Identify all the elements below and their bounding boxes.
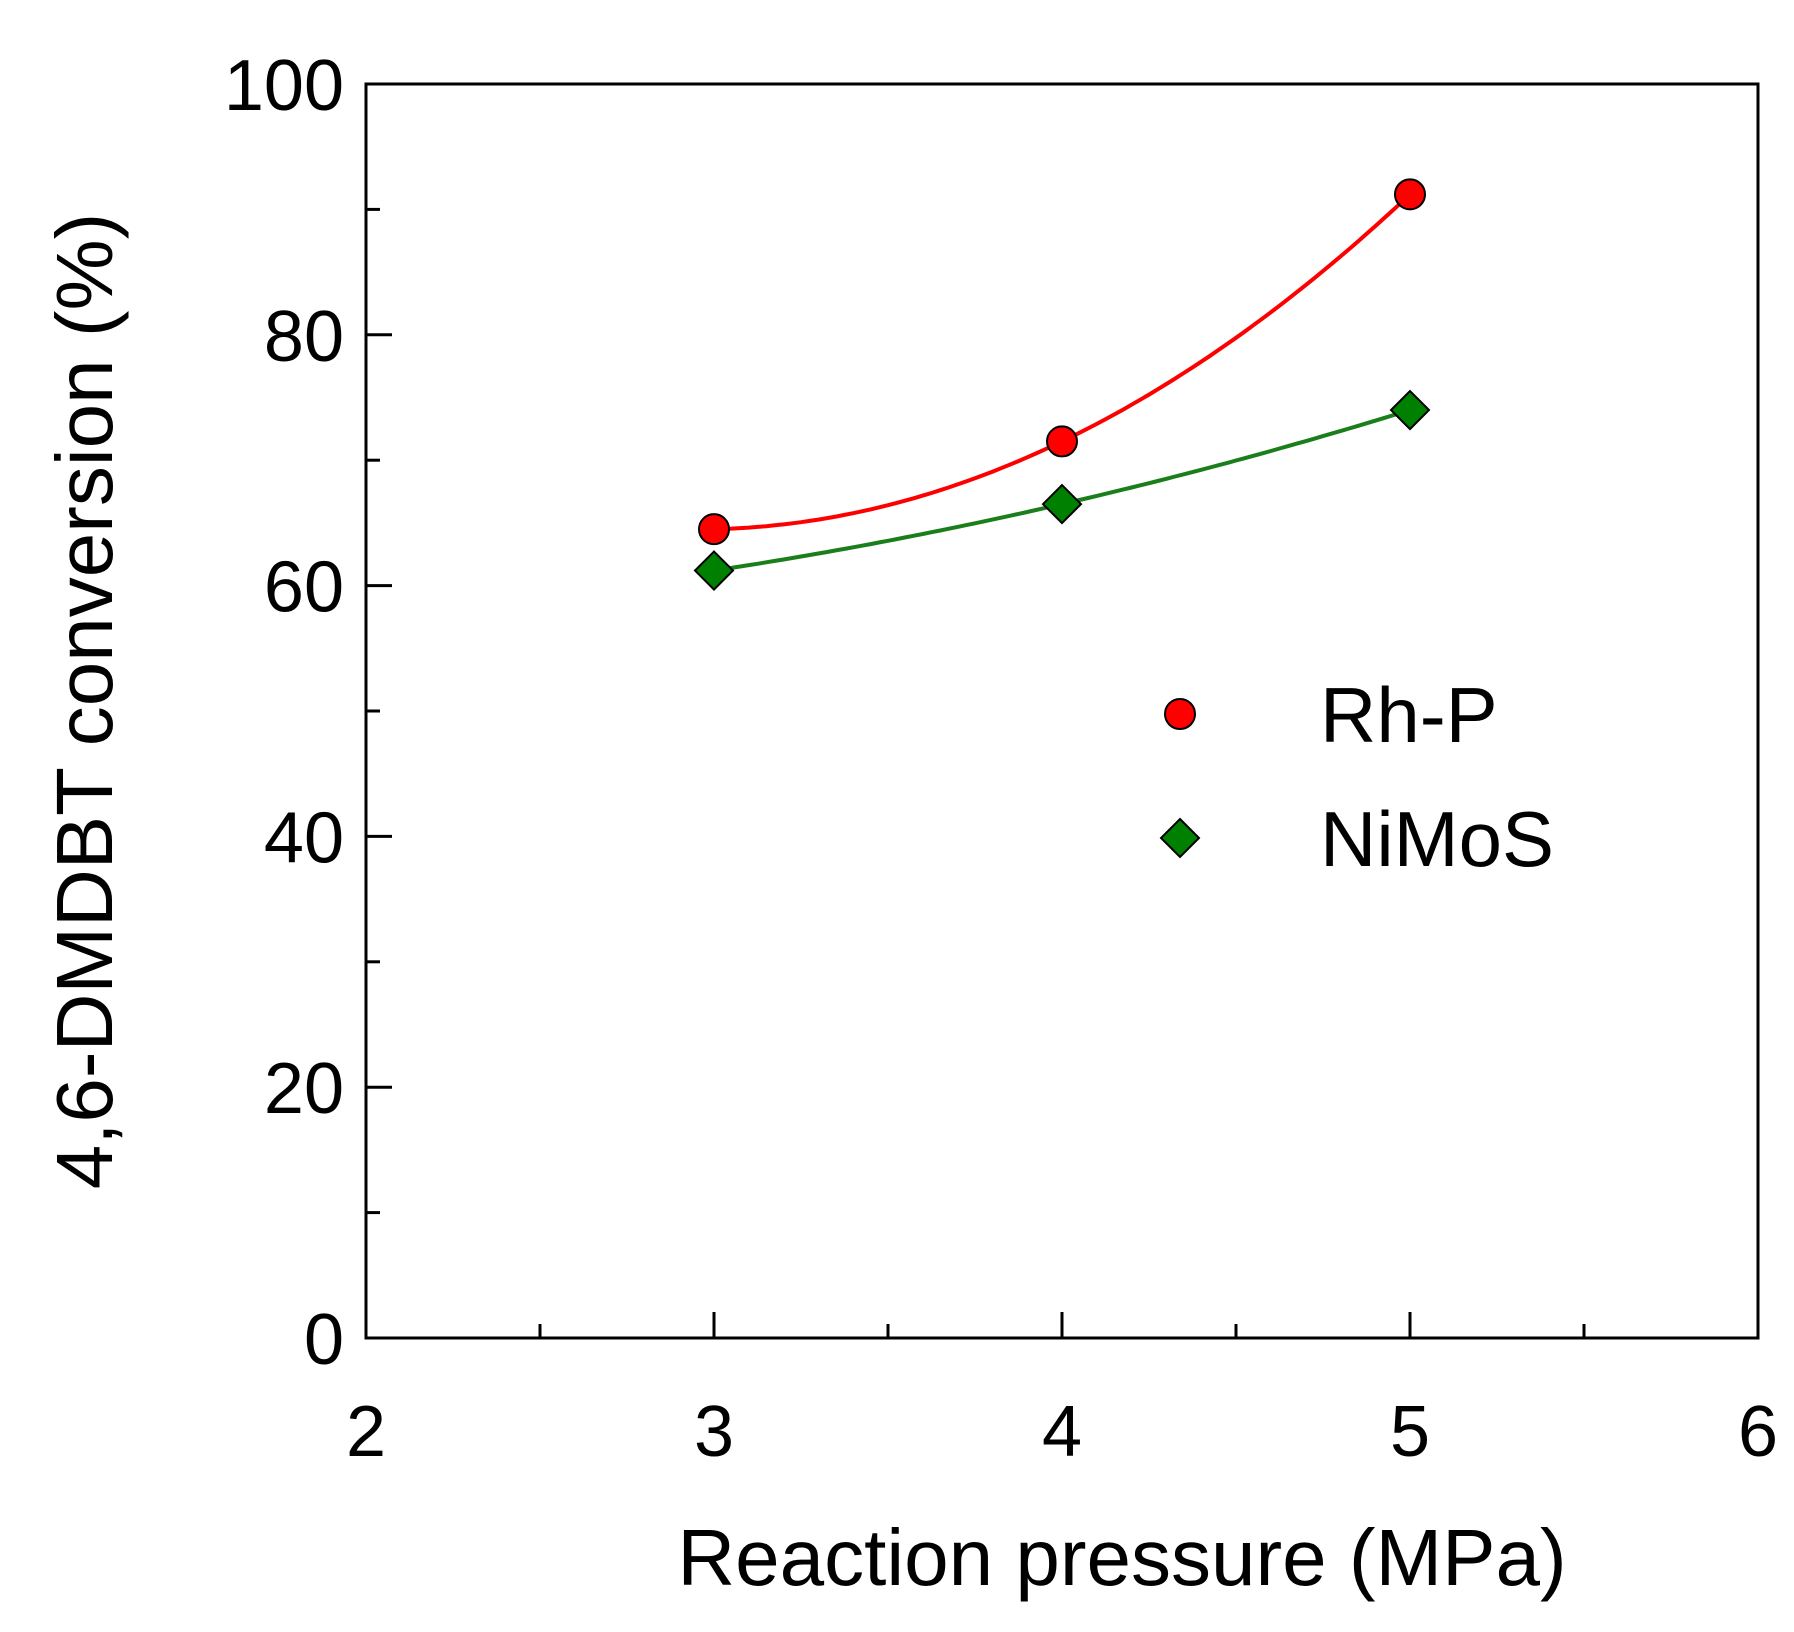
plot-frame [364, 82, 1760, 1340]
x-tick-label: 6 [1738, 1392, 1778, 1472]
x-tick-label: 2 [346, 1392, 386, 1472]
data-point-series-1 [693, 550, 735, 591]
y-tick-label: 20 [264, 1049, 344, 1129]
data-markers [693, 178, 1431, 591]
legend: Rh-P NiMoS [1159, 671, 1554, 883]
y-tick-label: 40 [264, 798, 344, 878]
y-axis-title: 4,6-DMDBT conversion (%) [40, 213, 129, 1190]
y-tick-label: 60 [264, 548, 344, 628]
legend-marker-series-0 [1164, 698, 1196, 730]
x-axis-title: Reaction pressure (MPa) [677, 1513, 1566, 1602]
legend-label-series-1: NiMoS [1320, 795, 1554, 883]
y-axis-ticks: 0 20 40 60 80 100 [224, 46, 392, 1380]
y-tick-label: 0 [304, 1300, 344, 1380]
y-tick-label: 100 [224, 46, 344, 126]
x-tick-label: 4 [1042, 1392, 1082, 1472]
fit-line-series-0 [713, 192, 1412, 532]
data-point-series-1 [1389, 389, 1431, 431]
y-tick-label: 80 [264, 297, 344, 377]
data-point-series-0 [1394, 178, 1426, 211]
legend-label-series-0: Rh-P [1320, 671, 1498, 759]
data-point-series-0 [698, 513, 730, 546]
x-tick-label: 3 [694, 1392, 734, 1472]
legend-marker-series-1 [1159, 817, 1201, 859]
x-axis-ticks: 2 3 4 5 6 [346, 1312, 1778, 1472]
data-point-series-1 [1041, 483, 1083, 525]
data-point-series-0 [1046, 425, 1078, 458]
x-tick-label: 5 [1390, 1392, 1430, 1472]
